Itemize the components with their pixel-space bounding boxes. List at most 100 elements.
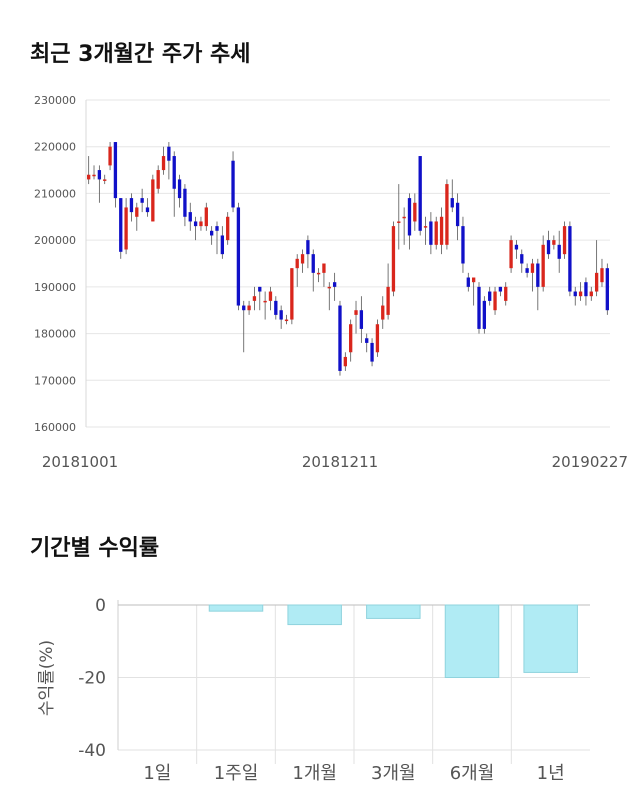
candle-body [600, 268, 604, 283]
x-tick-label: 20190227 [552, 453, 628, 471]
candle-body [108, 146, 112, 166]
candle-body [119, 198, 123, 252]
candle-body [252, 296, 257, 301]
candle-body [397, 221, 401, 223]
candle-body [316, 272, 321, 275]
returns-title: 기간별 수익률 [30, 536, 160, 561]
candle-body [327, 286, 331, 289]
candle-body [434, 221, 438, 245]
candle-body [455, 202, 460, 227]
x-tick-label: 20181001 [42, 453, 118, 471]
x-tick-label: 1주일 [214, 763, 259, 784]
candle-body [386, 286, 390, 315]
candle-body [445, 184, 449, 245]
candle-body [562, 226, 567, 255]
candle-body [471, 277, 476, 283]
candle-body [284, 319, 289, 322]
return-bar [523, 604, 578, 673]
candle-body [370, 342, 374, 362]
candle-body [300, 254, 305, 264]
candle-body [258, 286, 262, 292]
candle-body [391, 226, 396, 292]
candle-body [129, 198, 134, 213]
candle-body [343, 356, 347, 367]
candle-body [530, 263, 535, 273]
y-tick-label: 160000 [34, 421, 76, 434]
candle-body [381, 305, 385, 320]
candle-body [359, 310, 364, 329]
candle-body [552, 240, 556, 245]
candle-body [407, 198, 412, 236]
candle-body [439, 216, 444, 245]
candle-body [338, 305, 342, 371]
candle-body [177, 179, 182, 199]
candle-body [589, 291, 593, 297]
candle-body [151, 179, 155, 222]
candle-body [167, 146, 171, 161]
return-bar [366, 604, 421, 619]
candle-body [290, 268, 294, 320]
candle-body [279, 310, 283, 320]
candle-body [306, 240, 310, 255]
candle-body [247, 305, 251, 311]
candle-body [504, 286, 508, 301]
candle-body [488, 291, 492, 301]
candle-body [183, 188, 187, 217]
candle-body [525, 268, 529, 273]
candle-body [263, 300, 267, 303]
candle-body [332, 282, 337, 287]
candle-body [215, 226, 219, 231]
candle-body [145, 207, 150, 213]
candle-body [124, 207, 128, 250]
candle-body [103, 179, 107, 181]
x-tick-label: 6개월 [450, 763, 495, 784]
candle-body [199, 221, 203, 227]
candle-body [536, 263, 540, 287]
candle-body [418, 156, 422, 231]
candle-body [156, 170, 160, 189]
candle-body [209, 230, 214, 236]
candle-body [450, 198, 454, 208]
candle-body [520, 254, 524, 264]
candlestick-chart: 230000 220000 210000 200000 190000 180000 1700… [34, 94, 628, 471]
y-tick-label: 170000 [34, 374, 76, 387]
candle-body [514, 244, 519, 250]
candle-body [375, 324, 380, 353]
y-axis-label: 수익률(%) [37, 640, 57, 716]
return-bar [287, 604, 342, 626]
candle-body [349, 324, 353, 353]
y-tick-label: -20 [78, 669, 106, 689]
candle-body [113, 142, 118, 199]
candle-body [311, 254, 315, 273]
candle-body [295, 258, 299, 269]
x-tick-label: 3개월 [371, 763, 416, 784]
candle-body [354, 310, 358, 315]
candle-body [557, 244, 561, 259]
candle-body [461, 226, 465, 264]
x-tick-label: 1개월 [292, 763, 337, 784]
y-tick-label: 180000 [34, 328, 76, 341]
candle-body [135, 207, 139, 217]
candle-body [204, 207, 208, 227]
candle-body [541, 244, 545, 287]
candle-body [413, 202, 417, 222]
candle-body [429, 221, 433, 245]
candle-body [493, 291, 497, 311]
candle-body [578, 291, 583, 297]
candle-body [402, 216, 406, 219]
y-tick-label: 220000 [34, 141, 76, 154]
candle-body [546, 240, 551, 255]
candle-body [365, 338, 369, 343]
y-tick-label: 190000 [34, 281, 76, 294]
candle-body [236, 207, 241, 306]
candle-body [87, 174, 91, 180]
y-tick-label: -40 [78, 741, 106, 761]
return-bar [444, 604, 500, 678]
candle-body [477, 286, 481, 329]
x-tick-label: 20181211 [302, 453, 378, 471]
candle-body [172, 156, 176, 189]
y-tick-label: 200000 [34, 234, 76, 247]
candle-body [605, 268, 609, 311]
x-tick-label: 1일 [143, 763, 171, 784]
